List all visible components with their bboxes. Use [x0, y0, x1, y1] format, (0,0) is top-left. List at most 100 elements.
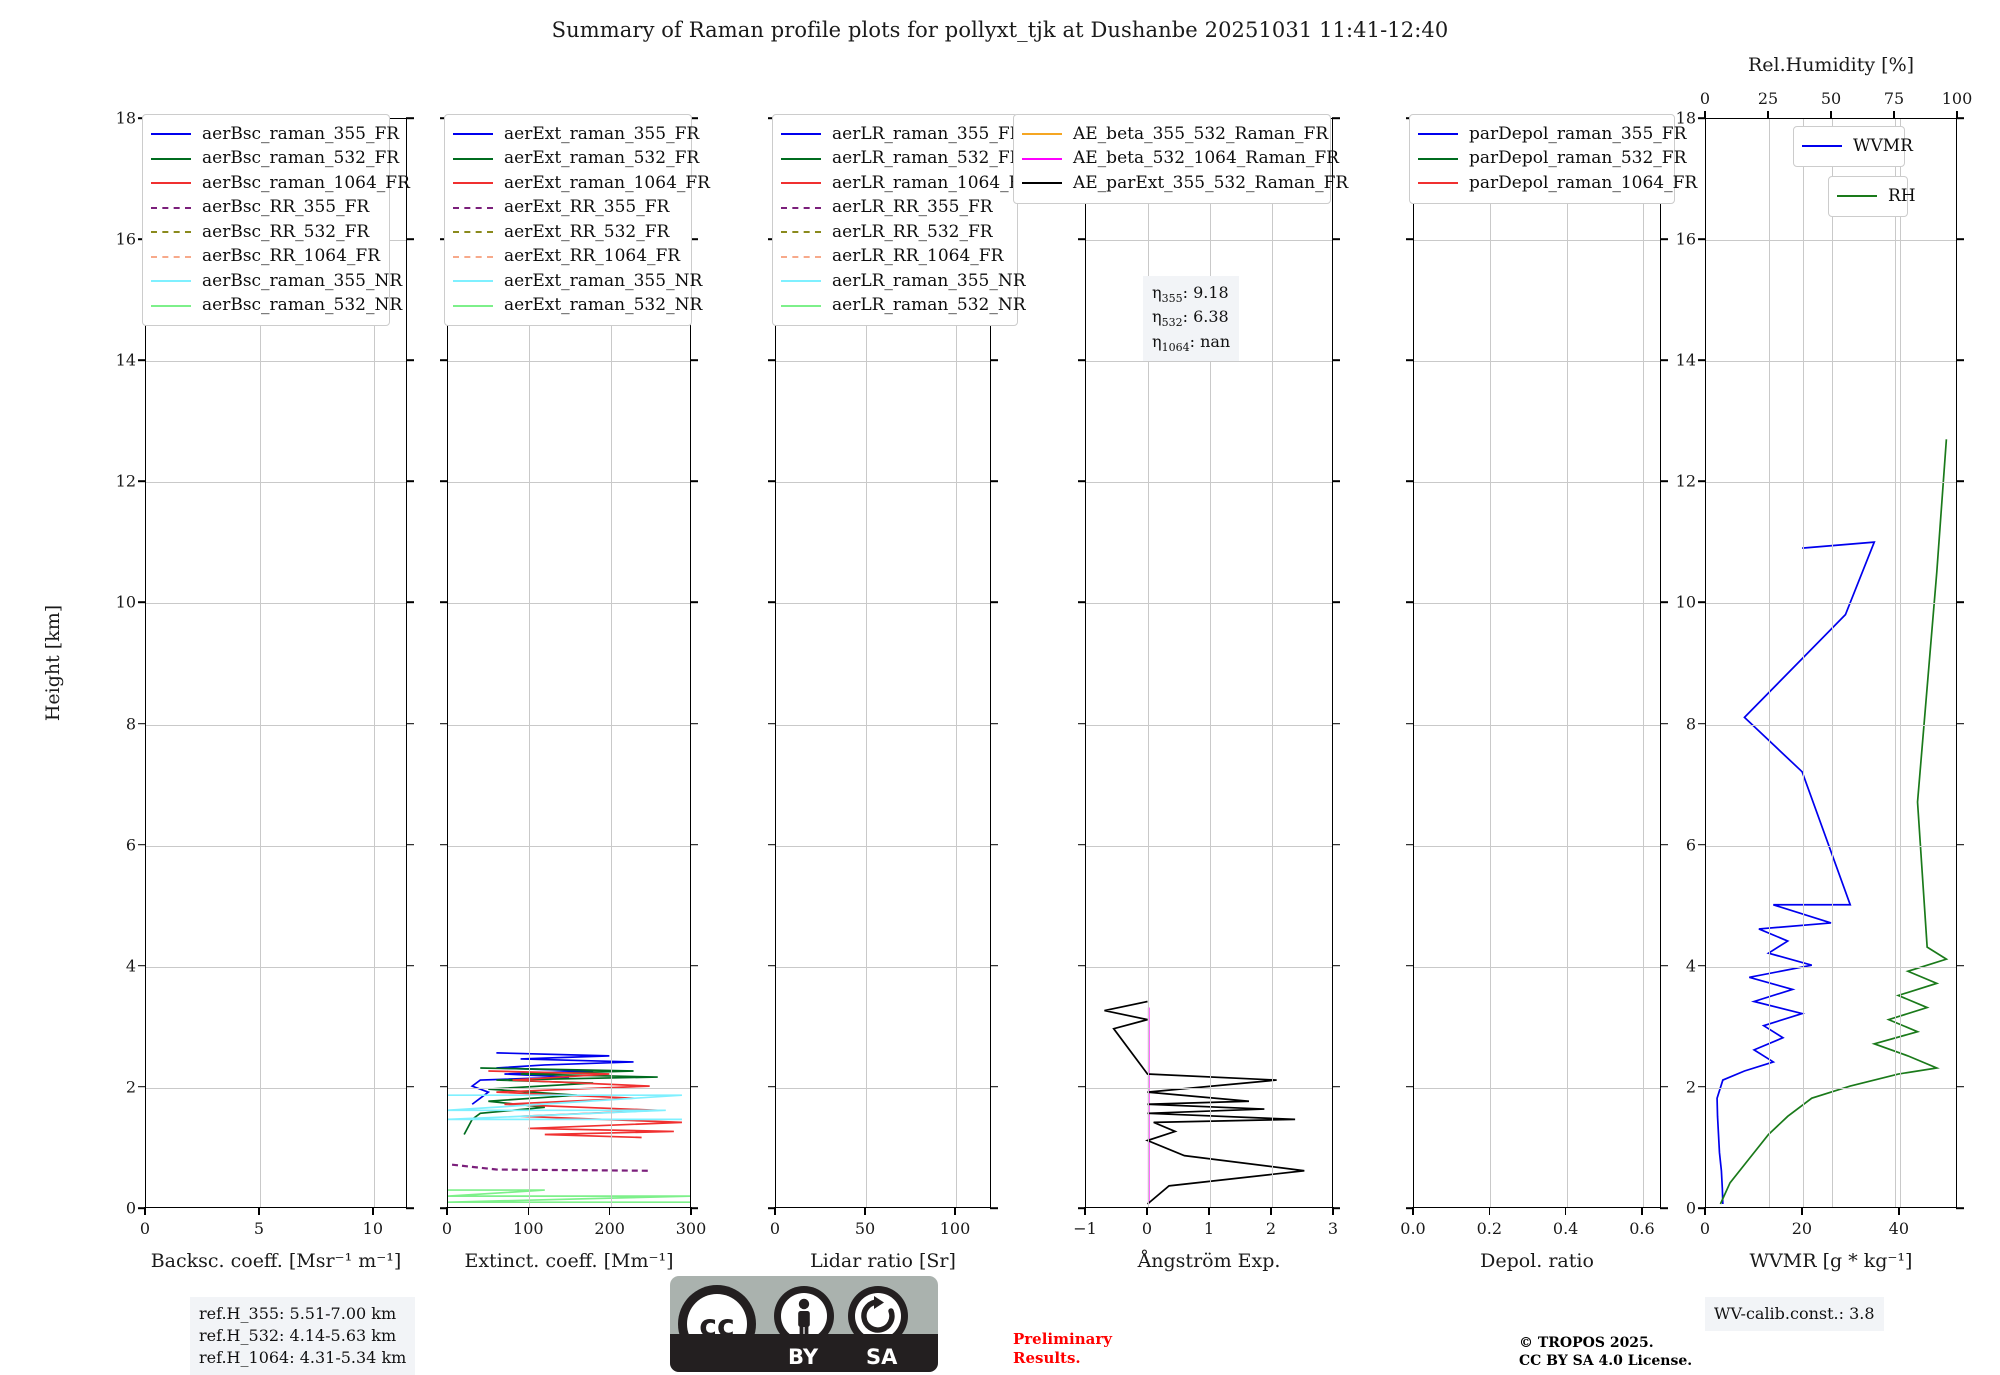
y-tick-mark: [406, 722, 414, 725]
gridline-horizontal: [1706, 845, 1956, 847]
legend-item: AE_parExt_355_532_Raman_FR: [1022, 171, 1348, 196]
legend-item: RH: [1837, 184, 1916, 209]
legend-lidar-ratio: aerLR_raman_355_FR aerLR_raman_532_FR ae…: [772, 114, 1033, 326]
legend-item: parDepol_raman_532_FR: [1418, 147, 1686, 172]
x-tick-label: 0: [139, 1219, 151, 1238]
legend-item: aerExt_raman_532_NR: [453, 294, 702, 319]
y-tick-label: 2: [1685, 1077, 1696, 1097]
gridline-vertical: [956, 119, 957, 1207]
y-tick-mark: [1956, 1207, 1964, 1209]
y-tick-label: 8: [125, 714, 136, 734]
top-tick-label: 100: [1941, 89, 1973, 108]
y-tick-mark: [768, 964, 776, 967]
gridline-vertical: [610, 119, 612, 1207]
legend-swatch: [1418, 133, 1458, 136]
y-tick-mark: [440, 601, 448, 604]
y-tick-mark: [990, 480, 998, 483]
gridline-horizontal: [776, 361, 990, 363]
legend-label: aerLR_raman_355_NR: [832, 270, 1026, 291]
gridline-vertical: [529, 119, 531, 1207]
legend-label: AE_beta_355_532_Raman_FR: [1073, 123, 1329, 144]
x-tick-mark: [372, 1207, 374, 1215]
data-series-RH: [1720, 439, 1946, 1204]
y-tick-mark: [1698, 359, 1706, 362]
gridline-horizontal: [448, 724, 690, 726]
y-tick-mark: [138, 1207, 146, 1209]
gridline-horizontal: [1706, 1087, 1956, 1089]
y-tick-mark: [990, 722, 998, 725]
plot-area-depol-ratio: [1413, 118, 1661, 1208]
data-series-aerExt_raman_1064_FR: [488, 1071, 682, 1137]
x-tick-mark: [1332, 1207, 1334, 1215]
gridline-horizontal: [146, 845, 406, 847]
y-tick-mark: [1956, 601, 1964, 604]
legend-label: aerBsc_raman_355_NR: [202, 270, 403, 291]
legend-item: aerLR_RR_1064_FR: [781, 245, 1008, 270]
x-axis-title-depol-ratio: Depol. ratio: [1480, 1250, 1594, 1272]
y-tick-mark: [1332, 480, 1340, 483]
x-tick-label: 50: [854, 1219, 876, 1238]
eta-355: η355: 9.18: [1152, 283, 1229, 306]
y-tick-mark: [1660, 964, 1668, 967]
y-tick-mark: [990, 843, 998, 846]
legend-item: aerExt_raman_532_FR: [453, 147, 699, 172]
y-tick-mark: [1660, 1086, 1668, 1088]
y-tick-mark: [690, 1086, 698, 1088]
legend-swatch: [453, 255, 493, 258]
legend-item: aerExt_raman_355_NR: [453, 269, 702, 294]
legend-item: aerExt_raman_1064_FR: [453, 171, 710, 196]
legend-label: aerBsc_raman_532_FR: [202, 148, 400, 169]
y-tick-mark: [1078, 238, 1086, 240]
extinction-curves: [448, 119, 690, 1207]
legend-label: aerBsc_RR_1064_FR: [202, 246, 381, 267]
legend-swatch: [781, 206, 821, 209]
top-axis-title-rh: Rel.Humidity [%]: [1747, 54, 1915, 76]
legend-swatch: [781, 133, 821, 136]
y-tick-mark: [768, 1086, 776, 1088]
x-tick-mark: [258, 1207, 260, 1215]
gridline-horizontal: [1414, 603, 1660, 605]
y-tick-mark: [1698, 117, 1706, 119]
data-series-aerExt_RR_355_FR: [452, 1165, 650, 1171]
y-tick-mark: [990, 601, 998, 604]
y-tick-mark: [406, 1086, 414, 1088]
legend-item: aerExt_RR_532_FR: [453, 220, 682, 245]
page-title: Summary of Raman profile plots for polly…: [551, 18, 1449, 42]
y-tick-mark: [690, 722, 698, 725]
y-axis-title: Height [km]: [42, 604, 64, 722]
x-tick-label: 10: [362, 1219, 383, 1238]
y-tick-mark: [690, 601, 698, 604]
legend-depol-ratio: parDepol_raman_355_FR parDepol_raman_532…: [1409, 114, 1697, 204]
x-tick-mark: [1898, 1207, 1900, 1215]
gridline-horizontal: [776, 845, 990, 847]
x-tick-label: 5: [253, 1219, 264, 1238]
wvmr-curves: [1706, 119, 1956, 1207]
gridline-horizontal: [776, 966, 990, 968]
panel-lidar-ratio: Lidar ratio [Sr] aerLR_raman_355_FR aerL…: [768, 114, 1033, 1272]
wv-calib-value: WV-calib.const.: 3.8: [1714, 1304, 1875, 1323]
y-tick-mark: [1332, 1207, 1340, 1209]
y-tick-mark: [440, 1207, 448, 1209]
y-tick-mark: [138, 964, 146, 967]
gridline-horizontal: [1086, 1087, 1332, 1089]
x-tick-label: 200: [594, 1219, 625, 1238]
legend-swatch: [1022, 157, 1062, 160]
gridline-vertical: [1642, 119, 1644, 1207]
ref-height-355: ref.H_355: 5.51-7.00 km: [199, 1304, 397, 1323]
y-tick-mark: [1956, 964, 1964, 967]
y-tick-mark: [1406, 964, 1414, 967]
y-tick-mark: [1956, 480, 1964, 483]
y-tick-mark: [406, 480, 414, 483]
y-tick-mark: [440, 843, 448, 846]
legend-item: aerLR_raman_355_FR: [781, 122, 1022, 147]
y-tick-mark: [440, 722, 448, 725]
legend-swatch: [781, 304, 821, 307]
top-tick-label: 75: [1883, 89, 1905, 108]
y-tick-mark: [1698, 601, 1706, 604]
y-tick-mark: [690, 480, 698, 483]
wv-calib-box: WV-calib.const.: 3.8: [1705, 1297, 1884, 1332]
y-tick-mark: [406, 843, 414, 846]
x-tick-label: 0.2: [1476, 1219, 1503, 1238]
y-tick-mark: [138, 722, 146, 725]
legend-label: WVMR: [1853, 135, 1913, 156]
